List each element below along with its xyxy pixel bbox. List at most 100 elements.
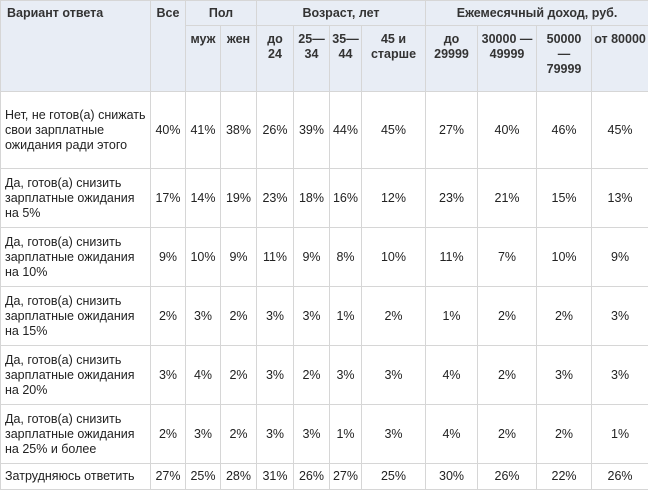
subheader-age-35-44: 35— 44 (330, 26, 362, 92)
value-cell: 3% (362, 346, 426, 405)
value-cell: 46% (537, 92, 592, 169)
value-cell: 4% (426, 405, 478, 464)
row-label: Да, готов(а) снизить зарплатные ожидания… (1, 169, 151, 228)
value-cell: 1% (426, 287, 478, 346)
table-row: Да, готов(а) снизить зарплатные ожидания… (1, 346, 648, 405)
value-cell: 2% (478, 287, 537, 346)
value-cell: 3% (592, 346, 648, 405)
value-cell: 27% (151, 464, 186, 490)
value-cell: 1% (592, 405, 648, 464)
row-label: Да, готов(а) снизить зарплатные ожидания… (1, 346, 151, 405)
value-cell: 3% (257, 346, 294, 405)
value-cell: 27% (330, 464, 362, 490)
table-row: Да, готов(а) снизить зарплатные ожидания… (1, 287, 648, 346)
value-cell: 18% (294, 169, 330, 228)
value-cell: 10% (537, 228, 592, 287)
value-cell: 9% (221, 228, 257, 287)
row-label: Затрудняюсь ответить (1, 464, 151, 490)
value-cell: 3% (186, 405, 221, 464)
value-cell: 7% (478, 228, 537, 287)
value-cell: 12% (362, 169, 426, 228)
subheader-age-25-34: 25— 34 (294, 26, 330, 92)
value-cell: 40% (151, 92, 186, 169)
table-row: Нет, не готов(а) снижать свои зарплатные… (1, 92, 648, 169)
value-cell: 22% (537, 464, 592, 490)
value-cell: 2% (151, 405, 186, 464)
value-cell: 45% (592, 92, 648, 169)
subheader-income-under-29999: до 29999 (426, 26, 478, 92)
value-cell: 4% (186, 346, 221, 405)
table-header: Вариант ответа Все Пол Возраст, лет Ежем… (1, 1, 648, 92)
value-cell: 31% (257, 464, 294, 490)
value-cell: 2% (151, 287, 186, 346)
value-cell: 10% (186, 228, 221, 287)
group-header-income: Ежемесячный доход, руб. (426, 1, 648, 26)
value-cell: 3% (151, 346, 186, 405)
value-cell: 2% (294, 346, 330, 405)
value-cell: 2% (478, 346, 537, 405)
value-cell: 19% (221, 169, 257, 228)
value-cell: 25% (362, 464, 426, 490)
answer-column-header: Вариант ответа (1, 1, 151, 92)
value-cell: 28% (221, 464, 257, 490)
value-cell: 2% (537, 405, 592, 464)
value-cell: 26% (478, 464, 537, 490)
value-cell: 1% (330, 405, 362, 464)
value-cell: 4% (426, 346, 478, 405)
value-cell: 2% (362, 287, 426, 346)
row-label: Нет, не готов(а) снижать свои зарплатные… (1, 92, 151, 169)
value-cell: 3% (294, 287, 330, 346)
value-cell: 2% (537, 287, 592, 346)
row-label: Да, готов(а) снизить зарплатные ожидания… (1, 228, 151, 287)
value-cell: 3% (362, 405, 426, 464)
value-cell: 41% (186, 92, 221, 169)
value-cell: 11% (426, 228, 478, 287)
value-cell: 2% (221, 346, 257, 405)
value-cell: 3% (257, 405, 294, 464)
value-cell: 23% (257, 169, 294, 228)
value-cell: 16% (330, 169, 362, 228)
value-cell: 2% (478, 405, 537, 464)
subheader-income-30000-49999: 30000 — 49999 (478, 26, 537, 92)
row-label: Да, готов(а) снизить зарплатные ожидания… (1, 287, 151, 346)
value-cell: 25% (186, 464, 221, 490)
table-row: Да, готов(а) снизить зарплатные ожидания… (1, 169, 648, 228)
value-cell: 3% (330, 346, 362, 405)
table-row: Да, готов(а) снизить зарплатные ожидания… (1, 405, 648, 464)
value-cell: 15% (537, 169, 592, 228)
value-cell: 23% (426, 169, 478, 228)
value-cell: 2% (221, 405, 257, 464)
table-body: Нет, не готов(а) снижать свои зарплатные… (1, 92, 648, 490)
value-cell: 45% (362, 92, 426, 169)
value-cell: 11% (257, 228, 294, 287)
table-row: Да, готов(а) снизить зарплатные ожидания… (1, 228, 648, 287)
group-header-age: Возраст, лет (257, 1, 426, 26)
value-cell: 44% (330, 92, 362, 169)
value-cell: 2% (221, 287, 257, 346)
subheader-income-50000-79999: 50000 — 79999 (537, 26, 592, 92)
group-header-gender: Пол (186, 1, 257, 26)
value-cell: 3% (537, 346, 592, 405)
value-cell: 26% (257, 92, 294, 169)
value-cell: 9% (592, 228, 648, 287)
value-cell: 10% (362, 228, 426, 287)
value-cell: 17% (151, 169, 186, 228)
value-cell: 1% (330, 287, 362, 346)
row-label: Да, готов(а) снизить зарплатные ожидания… (1, 405, 151, 464)
value-cell: 30% (426, 464, 478, 490)
all-column-header: Все (151, 1, 186, 92)
value-cell: 9% (294, 228, 330, 287)
value-cell: 39% (294, 92, 330, 169)
subheader-age-45-plus: 45 и старше (362, 26, 426, 92)
subheader-income-80000-plus: от 80000 (592, 26, 648, 92)
subheader-male: муж (186, 26, 221, 92)
value-cell: 13% (592, 169, 648, 228)
value-cell: 27% (426, 92, 478, 169)
value-cell: 21% (478, 169, 537, 228)
value-cell: 8% (330, 228, 362, 287)
value-cell: 3% (592, 287, 648, 346)
value-cell: 3% (294, 405, 330, 464)
value-cell: 3% (257, 287, 294, 346)
